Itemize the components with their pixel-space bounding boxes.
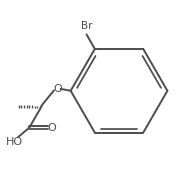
Text: O: O xyxy=(53,84,62,94)
Text: O: O xyxy=(48,122,57,132)
Text: Br: Br xyxy=(81,21,92,31)
Text: HO: HO xyxy=(6,137,23,147)
